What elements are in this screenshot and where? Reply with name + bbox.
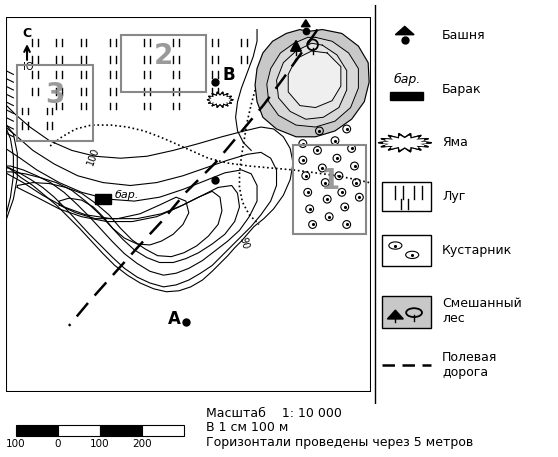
Text: Смешанный
лес: Смешанный лес: [442, 297, 522, 325]
Text: Яма: Яма: [442, 136, 468, 149]
Text: В 1 см 100 м: В 1 см 100 м: [206, 421, 289, 434]
Text: бар.: бар.: [115, 190, 139, 200]
Polygon shape: [396, 27, 414, 35]
Bar: [382, 182, 431, 211]
Text: Кустарник: Кустарник: [442, 244, 512, 257]
Text: Масштаб    1: 10 000: Масштаб 1: 10 000: [206, 407, 343, 420]
Bar: [17, 64, 93, 141]
Polygon shape: [267, 37, 358, 127]
Text: Полевая
дорога: Полевая дорога: [442, 351, 498, 379]
Bar: [382, 235, 431, 266]
Polygon shape: [208, 92, 233, 107]
Polygon shape: [383, 136, 426, 149]
Polygon shape: [288, 51, 341, 107]
Text: 0: 0: [55, 439, 61, 449]
Bar: [95, 194, 111, 204]
Polygon shape: [255, 30, 369, 137]
Bar: [121, 35, 206, 92]
Bar: [293, 144, 366, 234]
Bar: [58, 425, 100, 436]
Text: 3: 3: [46, 80, 65, 109]
Text: 2: 2: [154, 42, 173, 69]
Polygon shape: [277, 43, 347, 119]
Text: Барак: Барак: [442, 83, 482, 96]
Text: Луг: Луг: [442, 190, 465, 203]
Text: 100: 100: [85, 146, 101, 167]
Text: С: С: [22, 27, 31, 40]
Text: 100: 100: [90, 439, 110, 449]
Text: 200: 200: [132, 439, 152, 449]
Bar: [142, 425, 184, 436]
Text: Башня: Башня: [442, 29, 485, 42]
Text: 90: 90: [238, 235, 251, 250]
Polygon shape: [291, 41, 301, 51]
Bar: [389, 92, 424, 100]
Polygon shape: [210, 95, 230, 105]
Polygon shape: [301, 20, 310, 27]
Polygon shape: [387, 310, 403, 319]
Text: 100: 100: [6, 439, 26, 449]
Polygon shape: [378, 133, 431, 152]
Text: 1: 1: [320, 167, 340, 196]
Bar: [16, 425, 58, 436]
Text: B: B: [223, 66, 235, 84]
Text: A: A: [169, 310, 181, 328]
Text: бар.: бар.: [393, 73, 421, 86]
Text: Горизонтали проведены через 5 метров: Горизонтали проведены через 5 метров: [206, 436, 474, 448]
Bar: [382, 297, 431, 328]
Text: Ю: Ю: [23, 63, 33, 73]
Bar: [100, 425, 142, 436]
